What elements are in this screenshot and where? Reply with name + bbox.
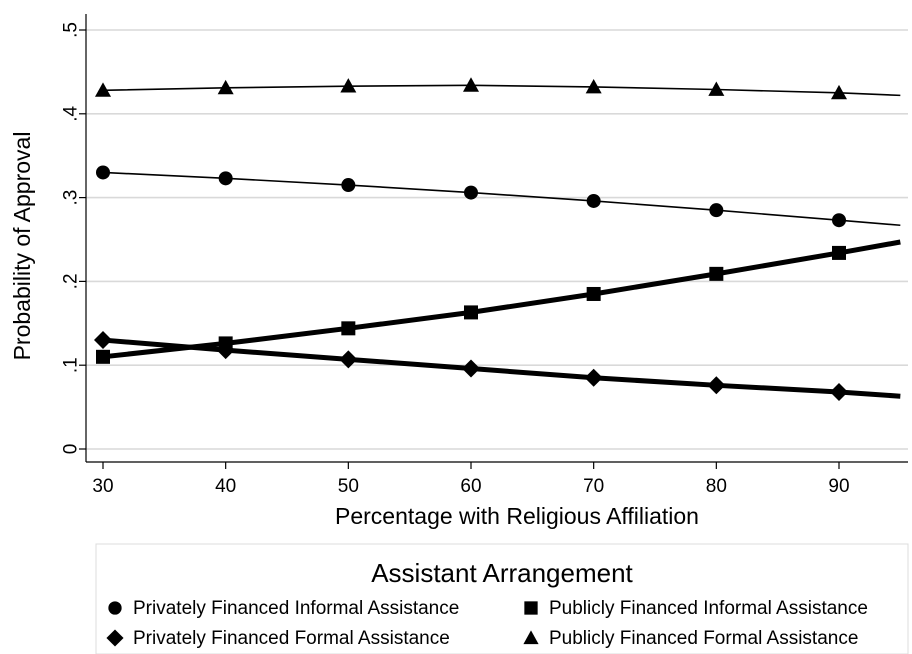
x-tick-label: 70 <box>583 476 604 497</box>
data-point-privately-financed-informal-assistance <box>832 213 846 228</box>
data-point-publicly-financed-formal-assistance <box>708 81 725 96</box>
data-point-publicly-financed-formal-assistance <box>831 84 847 100</box>
legend-label-privately-financed-formal-assistance: Privately Financed Formal Assistance <box>133 628 450 649</box>
x-tick-label: 50 <box>338 476 359 497</box>
x-ticks: 30 40 50 60 70 80 90 <box>92 462 850 497</box>
data-point-publicly-financed-informal-assistance <box>96 349 110 364</box>
grid-lines <box>86 29 908 450</box>
x-tick-label: 80 <box>706 476 727 497</box>
legend-label-publicly-financed-formal-assistance: Publicly Financed Formal Assistance <box>549 628 858 649</box>
legend-key-privately-financed-informal-assistance <box>108 601 122 615</box>
data-point-privately-financed-formal-assistance <box>584 368 603 387</box>
y-tick-label: .4 <box>61 105 82 121</box>
data-point-publicly-financed-informal-assistance <box>832 245 846 260</box>
data-point-publicly-financed-formal-assistance <box>217 79 234 95</box>
axes <box>85 14 908 463</box>
data-point-publicly-financed-informal-assistance <box>341 321 356 336</box>
y-tick-label: .5 <box>61 22 82 38</box>
data-point-privately-financed-informal-assistance <box>464 185 478 200</box>
legend-items: Privately Financed Informal Assistance Pr… <box>106 598 868 649</box>
x-tick-label: 30 <box>92 476 113 497</box>
legend-key-publicly-financed-formal-assistance <box>523 630 539 645</box>
legend-title: Assistant Arrangement <box>371 558 633 588</box>
data-point-publicly-financed-informal-assistance <box>218 336 233 351</box>
data-point-publicly-financed-formal-assistance <box>340 78 357 93</box>
data-point-publicly-financed-formal-assistance <box>463 77 479 92</box>
y-tick-label: .3 <box>61 190 82 206</box>
series-markers <box>94 77 848 402</box>
data-point-privately-financed-formal-assistance <box>462 359 480 378</box>
legend-key-privately-financed-formal-assistance <box>106 629 124 647</box>
x-tick-label: 90 <box>828 476 849 497</box>
data-point-privately-financed-informal-assistance <box>709 203 724 218</box>
data-point-publicly-financed-informal-assistance <box>464 305 478 320</box>
data-point-publicly-financed-formal-assistance <box>585 78 602 94</box>
data-point-publicly-financed-formal-assistance <box>95 82 111 97</box>
series-line-privately-financed-informal-assistance <box>102 171 901 227</box>
series-line-publicly-financed-informal-assistance <box>102 239 901 360</box>
data-point-privately-financed-formal-assistance <box>339 350 358 369</box>
data-point-privately-financed-formal-assistance <box>94 331 112 350</box>
legend-box <box>95 543 909 654</box>
x-axis-title: Percentage with Religious Affiliation <box>335 503 699 529</box>
data-point-privately-financed-informal-assistance <box>341 178 356 193</box>
x-tick-label: 40 <box>215 476 236 497</box>
y-tick-label: 0 <box>61 444 82 455</box>
legend-label-privately-financed-informal-assistance: Privately Financed Informal Assistance <box>133 598 459 619</box>
data-point-privately-financed-informal-assistance <box>586 193 601 208</box>
data-point-privately-financed-informal-assistance <box>96 165 110 180</box>
data-point-privately-financed-informal-assistance <box>218 171 233 186</box>
data-point-privately-financed-formal-assistance <box>830 383 848 402</box>
y-axis-title: Probability of Approval <box>9 132 35 361</box>
legend-label-publicly-financed-informal-assistance: Publicly Financed Informal Assistance <box>549 598 868 619</box>
x-tick-label: 60 <box>460 476 481 497</box>
y-ticks: 0 .1 .2 .3 .4 .5 <box>61 22 86 454</box>
series-line-publicly-financed-formal-assistance <box>102 84 901 97</box>
legend-key-publicly-financed-informal-assistance <box>524 601 538 615</box>
y-tick-label: .1 <box>61 357 82 373</box>
data-point-privately-financed-formal-assistance <box>707 376 726 395</box>
series-line-privately-financed-formal-assistance <box>102 337 901 399</box>
data-point-publicly-financed-informal-assistance <box>709 266 724 281</box>
y-tick-label: .2 <box>61 273 82 289</box>
series-lines <box>102 84 901 399</box>
data-point-publicly-financed-informal-assistance <box>586 286 601 301</box>
legend: Assistant Arrangement Privately Financed… <box>95 543 909 654</box>
